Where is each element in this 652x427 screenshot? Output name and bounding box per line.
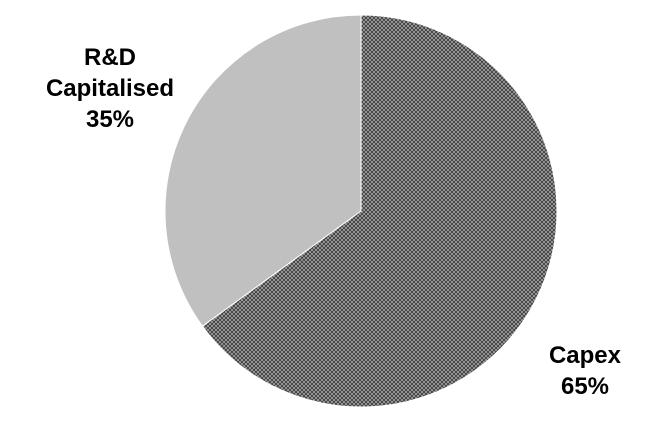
slice-percent-label: 35% — [85, 106, 135, 133]
slice-label-line: R&D — [84, 44, 136, 71]
slice-label-rd-capitalised: R&D Capitalised 35% — [20, 42, 200, 135]
slice-percent-label: 65% — [560, 373, 610, 400]
pie-slices — [164, 14, 558, 408]
pie-slice-r-d-capitalised — [164, 14, 362, 327]
slice-label-capex: Capex 65% — [525, 340, 645, 402]
slice-label-line: Capex — [548, 342, 622, 369]
pie-slice-capex — [201, 14, 558, 408]
slice-label-line: Capitalised — [45, 75, 175, 102]
